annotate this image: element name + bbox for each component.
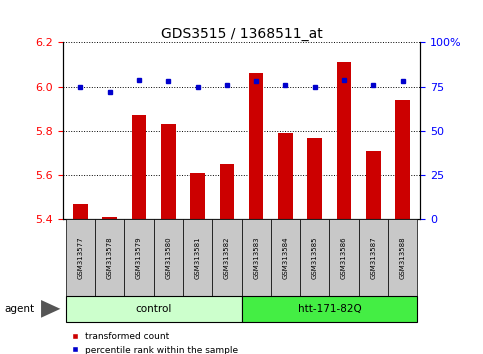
Text: GSM313585: GSM313585 xyxy=(312,236,318,279)
Text: GSM313577: GSM313577 xyxy=(77,236,84,279)
Text: GSM313581: GSM313581 xyxy=(195,236,200,279)
Text: GSM313587: GSM313587 xyxy=(370,236,376,279)
Legend: transformed count, percentile rank within the sample: transformed count, percentile rank withi… xyxy=(67,329,242,354)
Bar xyxy=(278,133,293,219)
Text: agent: agent xyxy=(5,304,35,314)
Bar xyxy=(307,138,322,219)
Bar xyxy=(249,74,263,219)
Bar xyxy=(161,124,176,219)
Bar xyxy=(190,173,205,219)
Text: GSM313588: GSM313588 xyxy=(399,236,406,279)
Text: GSM313586: GSM313586 xyxy=(341,236,347,279)
Bar xyxy=(73,204,88,219)
Bar xyxy=(102,217,117,219)
Text: htt-171-82Q: htt-171-82Q xyxy=(298,304,361,314)
Text: GSM313579: GSM313579 xyxy=(136,236,142,279)
Text: GSM313582: GSM313582 xyxy=(224,236,230,279)
Bar xyxy=(337,62,351,219)
Text: control: control xyxy=(135,304,172,314)
Bar xyxy=(395,100,410,219)
Bar xyxy=(220,164,234,219)
Text: GSM313580: GSM313580 xyxy=(165,236,171,279)
Text: GSM313578: GSM313578 xyxy=(107,236,113,279)
Title: GDS3515 / 1368511_at: GDS3515 / 1368511_at xyxy=(161,28,322,41)
Text: GSM313584: GSM313584 xyxy=(283,236,288,279)
Bar xyxy=(366,151,381,219)
Text: GSM313583: GSM313583 xyxy=(253,236,259,279)
Bar xyxy=(132,115,146,219)
